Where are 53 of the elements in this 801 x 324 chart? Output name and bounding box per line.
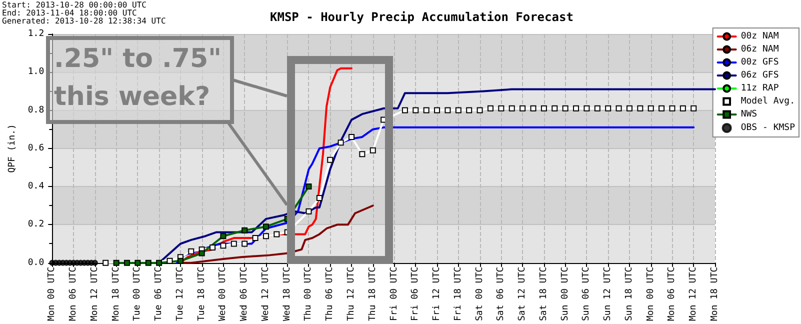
y-tick-label: 0.0 <box>28 258 44 268</box>
x-tick-label: Mon 18 UTC <box>710 266 720 322</box>
x-tick-label: Mon 18 UTC <box>111 266 122 322</box>
x-tick-label: Sat 06 UTC <box>496 266 506 322</box>
text: Generated: 2013-10-28 12:38:34 UTC <box>2 16 166 26</box>
x-tick-label: Tue 00 UTC <box>132 266 143 322</box>
x-tick-label: Thu 18 UTC <box>368 266 378 322</box>
x-tick-label: Mon 00 UTC <box>646 266 656 322</box>
legend-label: 11z RAP <box>740 84 780 94</box>
text: Start: 2013-10-28 00:00:00 UTC <box>2 0 147 10</box>
legend-label: 06z NAM <box>740 44 780 54</box>
x-tick-label: Tue 18 UTC <box>196 266 207 322</box>
legend-label: NWS <box>740 110 758 120</box>
x-tick-label: Mon 12 UTC <box>688 266 699 322</box>
annotation: .25" to .75" this week? <box>54 43 223 114</box>
x-tick-label: Wed 00 UTC <box>218 266 228 322</box>
legend-label: Model Avg. <box>740 96 796 106</box>
y-tick-label: 0.2 <box>28 220 44 230</box>
chart-title: KMSP - Hourly Precip Accumulation Forecast <box>270 10 574 24</box>
x-tick-label: Tue 06 UTC <box>154 266 164 322</box>
y-tick-label: 1.2 <box>28 29 44 39</box>
x-tick-label: Wed 18 UTC <box>282 266 292 322</box>
y-tick-label: 0.4 <box>28 182 44 192</box>
x-tick-label: Fri 18 UTC <box>453 266 464 322</box>
y-tick-label: 0.6 <box>28 143 44 154</box>
x-tick-label: Wed 06 UTC <box>240 266 250 322</box>
x-tick-label: Mon 06 UTC <box>68 266 79 322</box>
x-tick-label: Thu 12 UTC <box>346 266 357 322</box>
x-tick-label: Sun 18 UTC <box>624 266 634 322</box>
x-tick-label: Sun 12 UTC <box>603 266 614 322</box>
x-tick-label: Fri 12 UTC <box>432 266 442 322</box>
x-tick-label: Sat 00 UTC <box>474 266 485 322</box>
text: End: 2013-11-04 18:00:00 UTC <box>2 8 138 18</box>
x-tick-label: Tue 12 UTC <box>175 266 186 322</box>
y-tick-label: 0.8 <box>28 105 44 116</box>
legend-label: 00z NAM <box>740 32 780 42</box>
x-tick-label: Fri 06 UTC <box>410 266 421 322</box>
x-tick-label: Mon 12 UTC <box>90 266 100 322</box>
x-tick-label: Mon 00 UTC <box>47 266 58 322</box>
legend-label: OBS - KMSP <box>740 123 796 133</box>
x-tick-label: Fri 00 UTC <box>389 266 400 322</box>
x-tick-label: Sat 12 UTC <box>518 266 528 322</box>
x-tick-label: Mon 06 UTC <box>667 266 678 322</box>
y-tick-label: 1.0 <box>28 67 44 78</box>
x-tick-label: Sun 00 UTC <box>560 266 570 322</box>
x-tick-label: Thu 00 UTC <box>304 266 314 322</box>
x-tick-label: Wed 12 UTC <box>260 266 271 322</box>
legend-label: 06z GFS <box>740 70 779 80</box>
x-tick-label: Sun 06 UTC <box>582 266 592 322</box>
x-tick-label: Sat 18 UTC <box>538 266 549 322</box>
x-tick-label: Thu 06 UTC <box>325 266 336 322</box>
legend-label: 00z GFS <box>740 58 779 68</box>
y-axis-title: QPF (in.) <box>8 124 18 173</box>
